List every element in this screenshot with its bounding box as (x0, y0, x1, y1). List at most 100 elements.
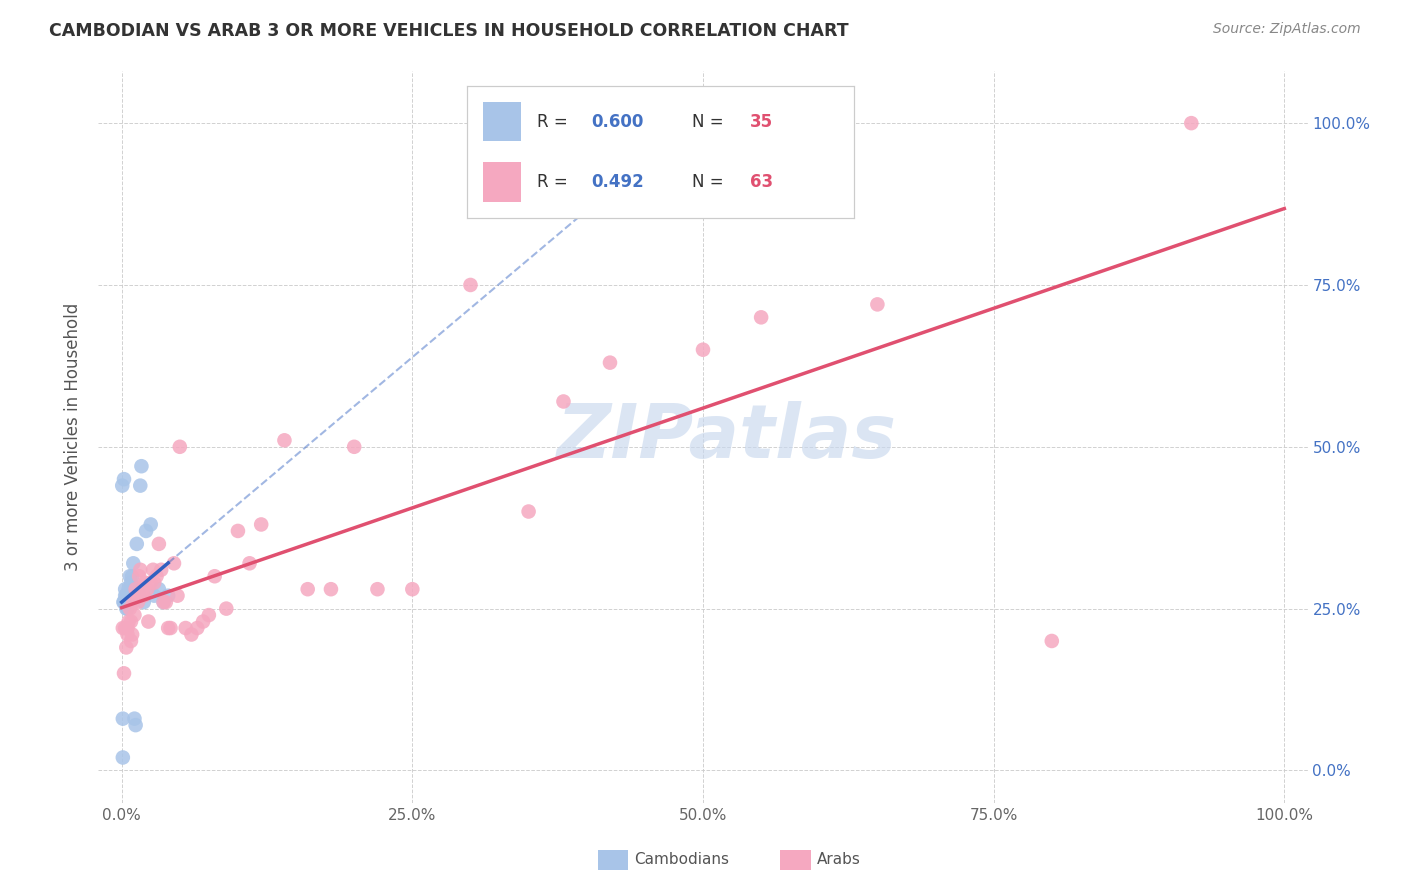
Point (366, 582, 388, 597)
Point (117, 627, 139, 641)
Point (343, 440, 366, 454)
Point (145, 569, 167, 583)
Point (152, 595, 174, 609)
Point (112, 666, 135, 681)
Point (143, 575, 166, 590)
Point (112, 472, 135, 486)
Point (127, 595, 149, 609)
Point (125, 589, 148, 603)
Point (129, 563, 152, 577)
Point (297, 582, 319, 597)
Point (169, 440, 191, 454)
Point (553, 394, 575, 409)
Point (128, 569, 150, 583)
Point (124, 712, 146, 726)
Point (204, 569, 226, 583)
Point (117, 621, 139, 635)
Point (180, 627, 202, 641)
Point (114, 595, 136, 609)
Point (273, 434, 295, 448)
Text: ZIPatlas: ZIPatlas (557, 401, 897, 474)
Point (114, 582, 136, 597)
Point (131, 459, 153, 474)
Point (143, 589, 166, 603)
Point (198, 608, 221, 623)
Point (121, 627, 143, 641)
Point (131, 589, 153, 603)
Point (131, 582, 153, 597)
Point (121, 569, 143, 583)
Point (117, 601, 139, 615)
Point (128, 589, 150, 603)
Point (120, 595, 142, 609)
Point (111, 712, 134, 726)
Point (239, 557, 262, 571)
Point (124, 582, 146, 597)
Point (111, 621, 134, 635)
Point (111, 478, 134, 492)
Point (124, 718, 146, 732)
Point (122, 557, 145, 571)
Point (120, 615, 142, 629)
Point (122, 595, 145, 609)
Text: Cambodians: Cambodians (634, 853, 730, 867)
Point (117, 589, 139, 603)
Point (121, 582, 143, 597)
Point (114, 621, 136, 635)
Point (460, 277, 482, 292)
Point (150, 563, 173, 577)
Point (115, 640, 138, 655)
Point (157, 589, 180, 603)
Point (118, 569, 141, 583)
Point (114, 589, 136, 603)
Point (599, 356, 621, 370)
Point (120, 634, 142, 648)
Point (215, 601, 238, 615)
Point (152, 595, 174, 609)
Point (692, 343, 714, 357)
Point (186, 621, 208, 635)
Text: Arabs: Arabs (817, 853, 860, 867)
Point (138, 615, 160, 629)
Point (517, 504, 540, 518)
Point (134, 575, 156, 590)
Point (125, 537, 148, 551)
Point (111, 750, 134, 764)
Point (159, 621, 181, 635)
Point (1040, 634, 1063, 648)
Point (166, 589, 188, 603)
Y-axis label: 3 or more Vehicles in Household: 3 or more Vehicles in Household (65, 303, 83, 571)
Point (132, 595, 155, 609)
Point (118, 595, 141, 609)
Text: Source: ZipAtlas.com: Source: ZipAtlas.com (1213, 22, 1361, 37)
Point (139, 517, 162, 532)
Point (148, 537, 170, 551)
Point (115, 601, 138, 615)
Point (226, 524, 249, 538)
Point (118, 589, 141, 603)
Point (112, 595, 135, 609)
Point (128, 589, 150, 603)
Text: CAMBODIAN VS ARAB 3 OR MORE VEHICLES IN HOUSEHOLD CORRELATION CHART: CAMBODIAN VS ARAB 3 OR MORE VEHICLES IN … (49, 22, 849, 40)
Point (118, 601, 141, 615)
Point (136, 582, 159, 597)
Point (118, 582, 141, 597)
Point (157, 621, 180, 635)
Point (1180, 116, 1202, 130)
Point (139, 575, 162, 590)
Point (115, 589, 138, 603)
Point (132, 589, 155, 603)
Point (142, 563, 165, 577)
Point (250, 517, 273, 532)
Point (191, 615, 214, 629)
Point (163, 557, 186, 571)
Point (120, 575, 142, 590)
Point (866, 297, 889, 311)
Point (112, 595, 135, 609)
Point (124, 608, 146, 623)
Point (174, 621, 197, 635)
Point (401, 582, 423, 597)
Point (749, 310, 772, 325)
Point (155, 595, 177, 609)
Point (129, 478, 152, 492)
